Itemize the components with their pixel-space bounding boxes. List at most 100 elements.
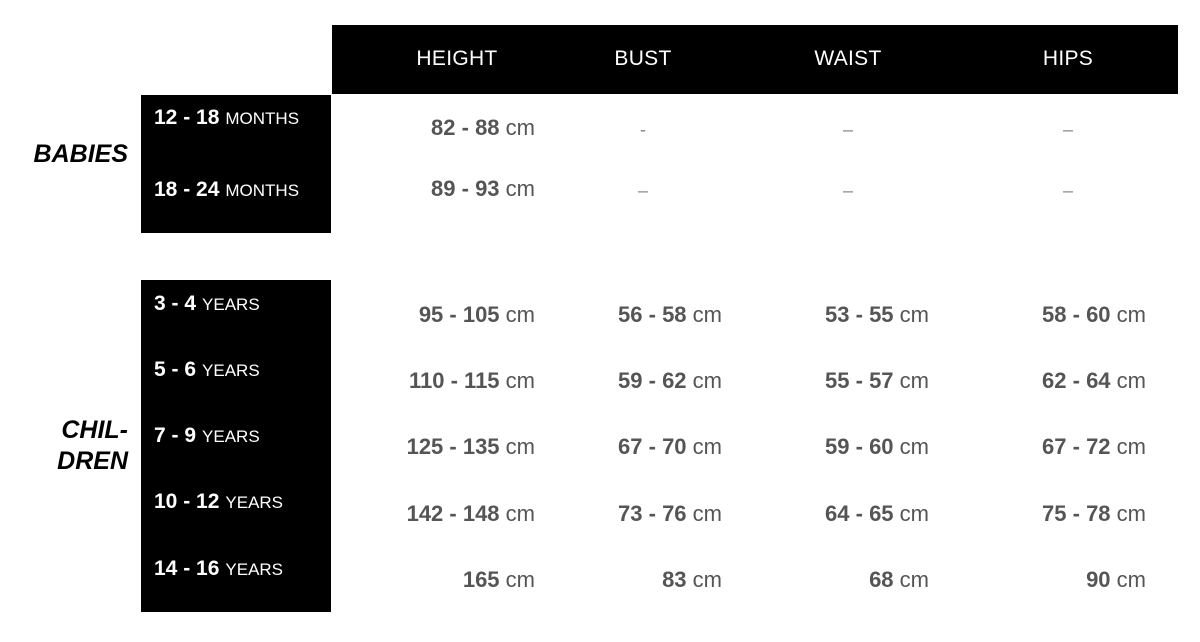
column-header-waist: WAIST: [814, 47, 882, 70]
measurement-number: 90: [1086, 567, 1111, 592]
age-row-label: 5 - 6 YEARS: [154, 358, 260, 382]
measurement-value: 59 - 60 cm: [825, 434, 929, 460]
column-header-bust: BUST: [614, 47, 672, 70]
age-row-label: 3 - 4 YEARS: [154, 292, 260, 316]
measurement-value: 90 cm: [1086, 567, 1146, 593]
measurement-unit: cm: [1116, 302, 1146, 327]
measurement-number: 59 - 62: [618, 368, 687, 393]
measurement-number: 53 - 55: [825, 302, 894, 327]
measurement-unit: cm: [1116, 434, 1146, 459]
age-unit: YEARS: [202, 295, 260, 314]
measurement-unit: cm: [692, 368, 722, 393]
measurement-number: 142 - 148: [406, 501, 500, 526]
measurement-value: 62 - 64 cm: [1042, 368, 1146, 394]
measurement-value: 89 - 93 cm: [431, 176, 535, 202]
measurement-unit: cm: [692, 567, 722, 592]
age-range: 7 - 9: [154, 424, 197, 447]
measurement-value: 75 - 78 cm: [1042, 501, 1146, 527]
empty-value: –: [1062, 180, 1074, 201]
measurement-value: 68 cm: [869, 567, 929, 593]
age-range: 10 - 12: [154, 490, 220, 513]
group-label-babies: BABIES: [33, 140, 128, 168]
age-row-label: 10 - 12 YEARS: [154, 490, 283, 514]
measurement-unit: cm: [505, 176, 535, 201]
empty-value: –: [842, 119, 854, 140]
age-range: 18 - 24: [154, 178, 220, 201]
measurement-value: 59 - 62 cm: [618, 368, 722, 394]
measurement-value: 73 - 76 cm: [618, 501, 722, 527]
measurement-value: 67 - 72 cm: [1042, 434, 1146, 460]
age-range: 14 - 16: [154, 557, 220, 580]
measurement-value: 53 - 55 cm: [825, 302, 929, 328]
measurement-number: 62 - 64: [1042, 368, 1111, 393]
measurement-unit: cm: [505, 115, 535, 140]
measurement-number: 82 - 88: [431, 115, 500, 140]
empty-value: -: [640, 119, 646, 140]
measurement-value: 165 cm: [463, 567, 535, 593]
measurement-number: 56 - 58: [618, 302, 687, 327]
measurement-number: 73 - 76: [618, 501, 687, 526]
measurement-number: 67 - 72: [1042, 434, 1111, 459]
column-header-hips: HIPS: [1042, 47, 1094, 70]
measurement-value: 83 cm: [662, 567, 722, 593]
measurement-value: 125 - 135 cm: [407, 434, 535, 460]
measurement-unit: cm: [1116, 501, 1146, 526]
measurement-number: 64 - 65: [825, 501, 894, 526]
measurement-value: 110 - 115 cm: [409, 368, 535, 394]
age-row-label: 7 - 9 YEARS: [154, 424, 260, 448]
measurement-number: 165: [462, 567, 500, 592]
children-age-block: [141, 280, 331, 612]
age-range: 12 - 18: [154, 106, 220, 129]
column-header-height: HEIGHT: [416, 47, 498, 70]
measurement-number: 67 - 70: [618, 434, 687, 459]
age-row-label: 14 - 16 YEARS: [154, 557, 283, 581]
age-range: 5 - 6: [154, 358, 197, 381]
empty-value: –: [1062, 119, 1074, 140]
measurement-number: 95 - 105: [418, 302, 500, 327]
measurement-number: 55 - 57: [825, 368, 894, 393]
measurement-unit: cm: [899, 368, 929, 393]
babies-age-block: [141, 95, 331, 233]
age-unit: MONTHS: [225, 181, 300, 200]
age-unit: YEARS: [202, 361, 260, 380]
empty-value: –: [637, 180, 649, 201]
measurement-unit: cm: [692, 434, 722, 459]
age-unit: YEARS: [225, 493, 284, 512]
measurement-number: 68: [869, 567, 894, 592]
measurement-number: 75 - 78: [1042, 501, 1111, 526]
measurement-value: 64 - 65 cm: [825, 501, 929, 527]
measurement-unit: cm: [505, 501, 535, 526]
age-unit: YEARS: [202, 427, 260, 446]
measurement-number: 125 - 135: [406, 434, 500, 459]
group-label-children: CHIL- DREN: [57, 416, 128, 475]
measurement-number: 59 - 60: [825, 434, 894, 459]
measurement-unit: cm: [899, 501, 929, 526]
measurement-unit: cm: [505, 567, 535, 592]
measurement-value: 67 - 70 cm: [618, 434, 722, 460]
measurement-unit: cm: [1116, 368, 1146, 393]
measurement-value: 55 - 57 cm: [825, 368, 929, 394]
measurement-unit: cm: [505, 368, 535, 393]
column-header-bar: HEIGHT BUST WAIST HIPS: [332, 25, 1178, 94]
measurement-unit: cm: [1116, 567, 1146, 592]
measurement-unit: cm: [692, 302, 722, 327]
measurement-value: 95 - 105 cm: [419, 302, 535, 328]
measurement-value: 58 - 60 cm: [1042, 302, 1146, 328]
age-unit: MONTHS: [225, 109, 300, 128]
measurement-number: 58 - 60: [1042, 302, 1111, 327]
age-range: 3 - 4: [154, 292, 197, 315]
age-unit: YEARS: [225, 560, 284, 579]
measurement-value: 142 - 148 cm: [407, 501, 535, 527]
measurement-number: 89 - 93: [431, 176, 500, 201]
empty-value: –: [842, 180, 854, 201]
measurement-number: 83: [662, 567, 687, 592]
measurement-unit: cm: [692, 501, 722, 526]
measurement-unit: cm: [505, 434, 535, 459]
age-row-label: 18 - 24 MONTHS: [154, 178, 299, 202]
age-row-label: 12 - 18 MONTHS: [154, 106, 299, 130]
measurement-value: 56 - 58 cm: [618, 302, 722, 328]
measurement-unit: cm: [505, 302, 535, 327]
measurement-value: 82 - 88 cm: [431, 115, 535, 141]
measurement-unit: cm: [899, 567, 929, 592]
